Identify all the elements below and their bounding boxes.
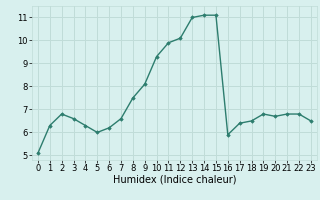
X-axis label: Humidex (Indice chaleur): Humidex (Indice chaleur) xyxy=(113,175,236,185)
